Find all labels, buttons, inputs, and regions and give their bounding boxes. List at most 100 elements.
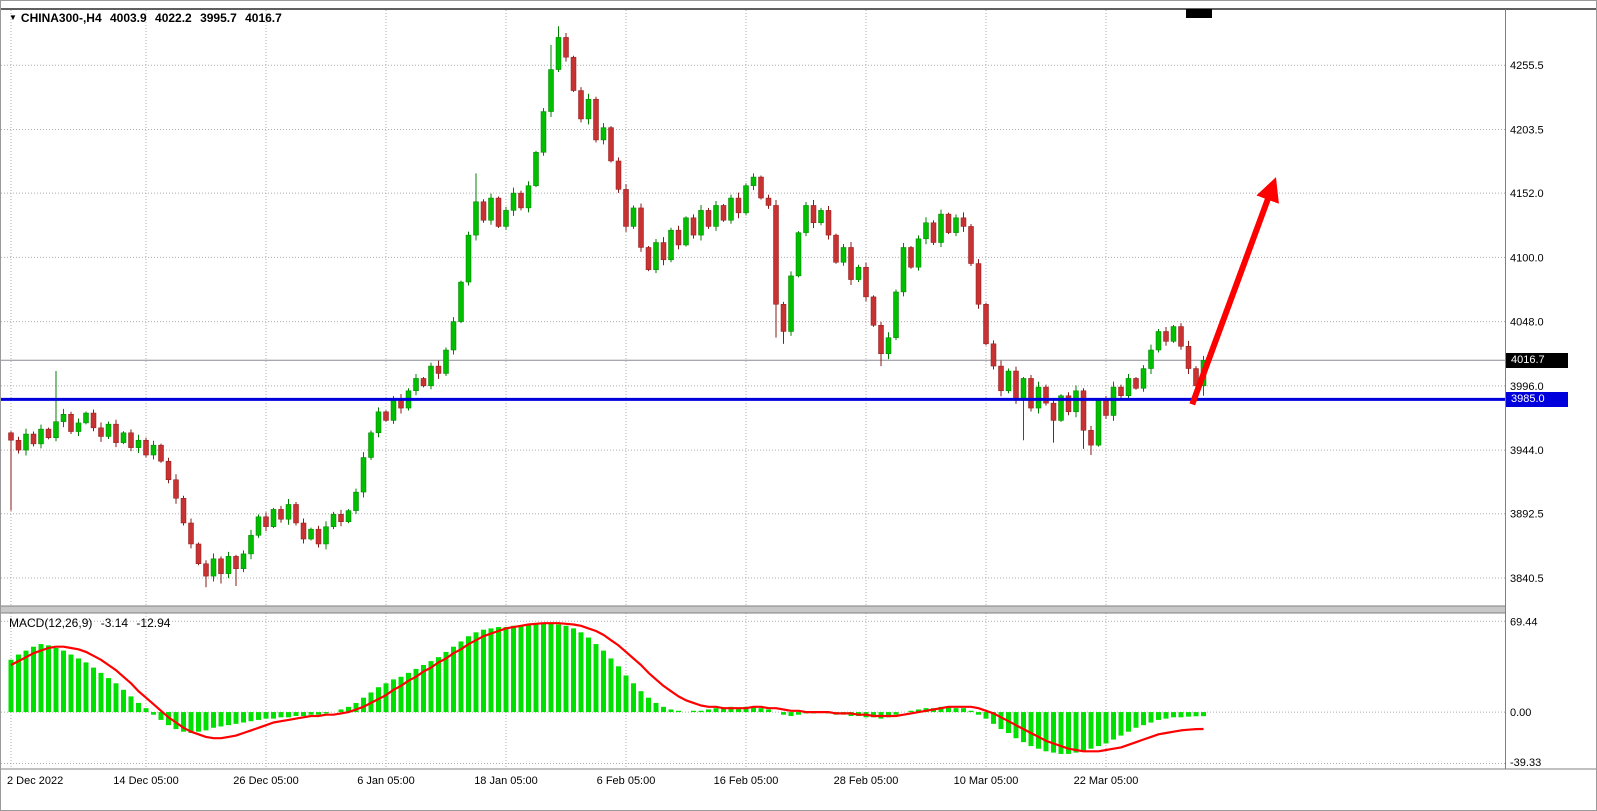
candle-body [855, 266, 862, 280]
macd-histogram-bar [961, 708, 966, 713]
candle-body [390, 399, 397, 421]
macd-histogram-bar [413, 668, 419, 713]
macd-histogram-bar [263, 712, 269, 719]
candle-body [1005, 370, 1012, 392]
candle-body [435, 365, 442, 374]
price-axis-label: 4255.5 [1510, 60, 1544, 72]
candle-body [188, 522, 194, 545]
macd-histogram-bar [293, 712, 299, 716]
macd-histogram-bar [1036, 712, 1041, 749]
macd-histogram-bar [1006, 712, 1011, 733]
candle-body [735, 197, 742, 214]
macd-histogram-bar [788, 712, 794, 716]
candle-body [983, 304, 989, 345]
macd-histogram-bar [1193, 712, 1199, 717]
candle-body [585, 98, 592, 120]
macd-histogram-bar [1118, 712, 1124, 736]
macd-histogram-bar [713, 708, 719, 713]
macd-histogram-bar [436, 657, 441, 713]
time-axis-label: 22 Mar 05:00 [1074, 775, 1139, 787]
candle-body [83, 412, 89, 424]
macd-histogram-bar [128, 696, 134, 713]
candle-body [908, 247, 914, 268]
macd-histogram-bar [196, 712, 201, 732]
candle-body [458, 281, 464, 322]
candle-body [960, 217, 967, 227]
candle-body [968, 226, 974, 264]
macd-histogram-bar [173, 712, 179, 730]
candle-body [8, 432, 14, 441]
candle-body [488, 197, 494, 221]
candle-body [780, 304, 787, 332]
ohlc-header: ▼ CHINA300-,H4 4003.9 4022.2 3995.7 4016.… [9, 11, 287, 25]
candle-body [1073, 390, 1079, 413]
macd-histogram-bar [541, 623, 546, 713]
candle-body [1095, 399, 1102, 446]
macd-signal-line [10, 622, 1204, 753]
macd-histogram-bar [323, 712, 329, 714]
macd-histogram-bar [113, 683, 119, 713]
candle-body [443, 349, 449, 374]
candle-body [743, 185, 749, 214]
macd-histogram-bar [548, 623, 554, 713]
candle-body [773, 205, 779, 305]
macd-histogram-bar [886, 712, 891, 718]
candle-body [255, 516, 262, 536]
macd-histogram-bar [1133, 712, 1139, 728]
macd-histogram-bar [121, 689, 126, 713]
time-axis[interactable] [1, 769, 1505, 811]
macd-histogram-bar [1171, 712, 1176, 718]
candle-body [383, 411, 389, 421]
candle-body [660, 242, 667, 261]
candle-body [900, 247, 907, 293]
macd-histogram-bar [586, 637, 591, 713]
macd-histogram-bar [1148, 712, 1154, 723]
macd-histogram-bar [31, 646, 36, 713]
macd-histogram-bar [8, 659, 14, 713]
candle-body [653, 242, 659, 270]
macd-histogram-bar [556, 624, 561, 713]
macd-histogram-bar [481, 629, 486, 713]
macd-histogram-bar [646, 697, 651, 713]
candle-body [195, 543, 202, 565]
candle-body [720, 205, 727, 221]
macd-histogram-bar [248, 712, 254, 722]
macd-name: MACD(12,26,9) [9, 616, 93, 630]
candle-body [1028, 378, 1034, 409]
candle-body [353, 491, 359, 511]
time-axis-label: 2 Dec 2022 [7, 775, 63, 787]
candle-body [870, 296, 877, 326]
time-axis-label: 6 Feb 05:00 [597, 775, 656, 787]
candle-body [30, 433, 37, 445]
macd-indicator-label: MACD(12,26,9) -3.14 -12.94 [9, 616, 175, 630]
trend-arrow[interactable] [1189, 177, 1279, 406]
price-axis-label: 3996.0 [1510, 381, 1544, 393]
candle-body [990, 343, 997, 367]
macd-histogram-bar [998, 712, 1004, 730]
candle-body [630, 207, 637, 227]
candle-body [105, 423, 112, 437]
panel-separator[interactable] [1, 606, 1505, 613]
macd-histogram-bar [361, 697, 366, 713]
macd-histogram-bar [406, 672, 411, 713]
macd-histogram-bar [991, 712, 996, 724]
macd-histogram-bar [1103, 712, 1109, 744]
candle-body [1058, 395, 1064, 421]
macd-histogram-bar [211, 712, 216, 728]
symbol-dropdown-icon[interactable]: ▼ [9, 13, 17, 22]
candle-body [173, 479, 179, 499]
macd-histogram-bar [1178, 712, 1184, 718]
candle-body [998, 365, 1004, 392]
candle-body [60, 414, 67, 422]
candle-body [825, 210, 832, 236]
candle-body [810, 205, 817, 223]
macd-histogram-bar [38, 644, 44, 713]
candle-body [368, 432, 374, 458]
candle-body [698, 210, 704, 236]
time-axis-label: 6 Jan 05:00 [357, 775, 415, 787]
chart-shift-marker[interactable] [1186, 9, 1212, 18]
candle-body [38, 428, 44, 445]
macd-histogram-bar [601, 650, 606, 713]
candle-body [758, 176, 764, 199]
